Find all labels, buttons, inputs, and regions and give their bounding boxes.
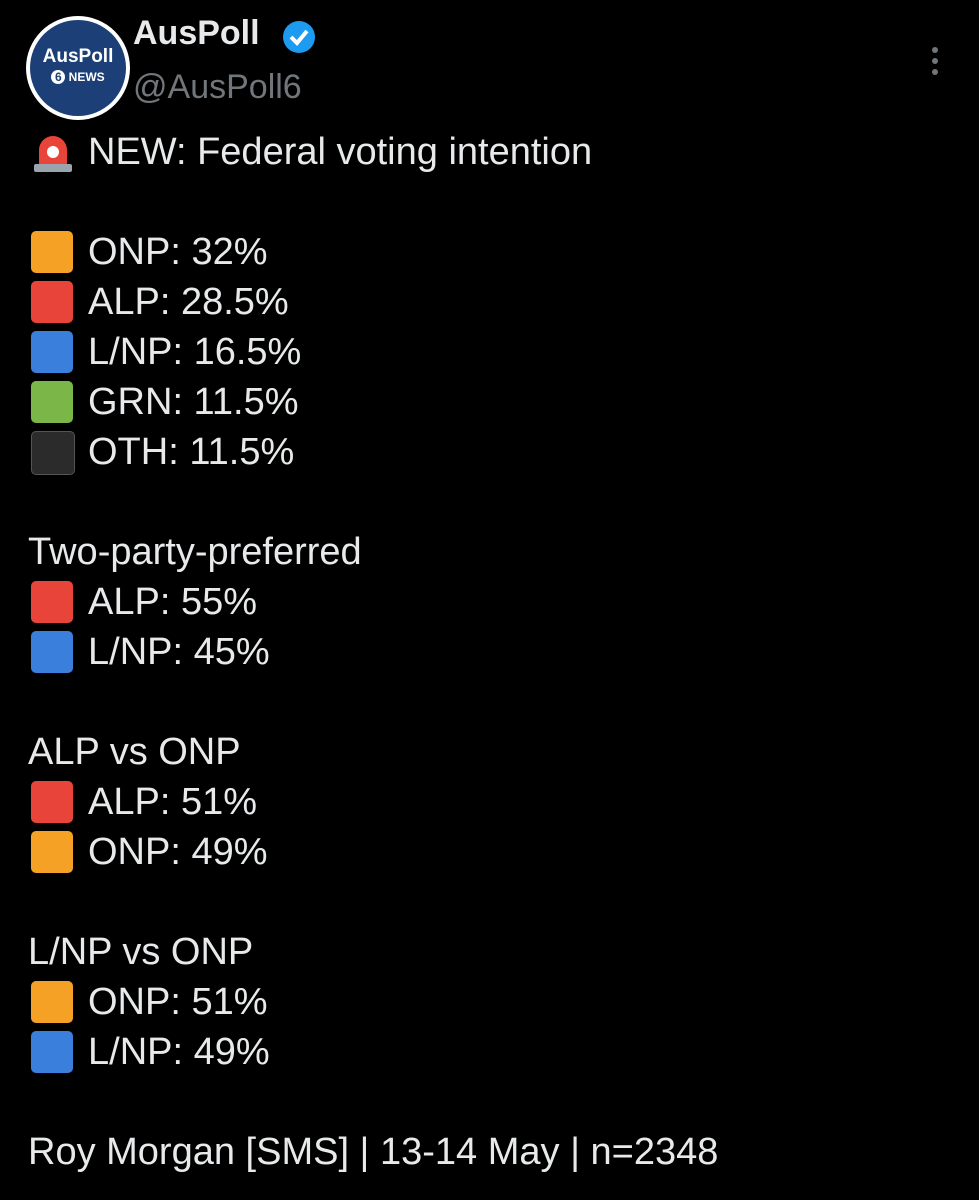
display-name[interactable]: AusPoll [133, 14, 260, 52]
color-square [31, 431, 75, 475]
result-line: ONP: 51% [88, 981, 268, 1023]
result-line: L/NP: 16.5% [88, 331, 302, 373]
more-menu[interactable] [925, 44, 945, 80]
result-line: ALP: 28.5% [88, 281, 289, 323]
headline: NEW: Federal voting intention [88, 131, 593, 173]
avatar[interactable]: AusPoll 6 NEWS [26, 16, 130, 120]
siren-icon [34, 136, 72, 172]
color-square [31, 631, 73, 673]
verified-badge [283, 21, 315, 53]
color-square [31, 581, 73, 623]
handle[interactable]: @AusPoll6 [133, 68, 302, 106]
section-heading: Two-party-preferred [28, 531, 362, 573]
result-line: GRN: 11.5% [88, 381, 299, 423]
result-line: ONP: 49% [88, 831, 268, 873]
avatar-badge: 6 [51, 70, 66, 84]
avatar-title: AusPoll [42, 46, 114, 67]
color-square [31, 381, 73, 423]
result-line: ALP: 55% [88, 581, 257, 623]
result-line: ONP: 32% [88, 231, 268, 273]
color-square [31, 281, 73, 323]
section-heading: L/NP vs ONP [28, 931, 254, 973]
footer-source: Roy Morgan [SMS] | 13-14 May | n=2348 [28, 1131, 719, 1173]
color-square [31, 331, 73, 373]
avatar-subtitle: NEWS [68, 70, 105, 84]
result-line: ALP: 51% [88, 781, 257, 823]
color-square [31, 831, 73, 873]
result-line: L/NP: 49% [88, 1031, 270, 1073]
color-square [31, 781, 73, 823]
color-square [31, 981, 73, 1023]
result-line: OTH: 11.5% [88, 431, 295, 473]
color-square [31, 231, 73, 273]
result-line: L/NP: 45% [88, 631, 270, 673]
color-square [31, 1031, 73, 1073]
section-heading: ALP vs ONP [28, 731, 241, 773]
